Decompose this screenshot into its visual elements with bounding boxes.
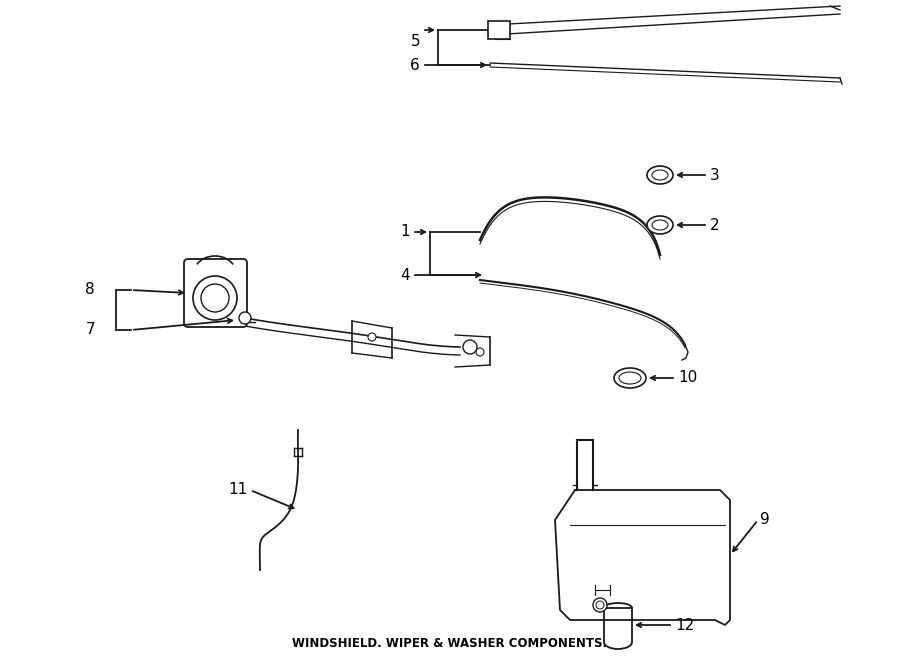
Ellipse shape [593, 598, 607, 612]
Ellipse shape [596, 601, 604, 609]
FancyBboxPatch shape [488, 21, 510, 39]
Ellipse shape [463, 340, 477, 354]
Ellipse shape [476, 348, 484, 356]
Text: 8: 8 [86, 282, 95, 297]
Ellipse shape [647, 216, 673, 234]
Text: 3: 3 [710, 167, 720, 182]
Ellipse shape [201, 284, 229, 312]
Text: 11: 11 [229, 483, 248, 498]
Text: 12: 12 [675, 617, 694, 633]
Text: 4: 4 [400, 268, 410, 282]
Text: 7: 7 [86, 323, 95, 338]
Text: 6: 6 [410, 58, 420, 73]
Ellipse shape [619, 372, 641, 384]
Text: 9: 9 [760, 512, 770, 527]
Text: 1: 1 [400, 225, 410, 239]
Text: 10: 10 [678, 371, 698, 385]
Text: 5: 5 [410, 34, 420, 50]
Ellipse shape [193, 276, 237, 320]
Ellipse shape [647, 166, 673, 184]
Ellipse shape [368, 333, 376, 341]
Ellipse shape [652, 170, 668, 180]
Polygon shape [555, 490, 730, 625]
Ellipse shape [614, 368, 646, 388]
Ellipse shape [652, 220, 668, 230]
Text: 2: 2 [710, 217, 720, 233]
Ellipse shape [239, 312, 251, 324]
Text: WINDSHIELD. WIPER & WASHER COMPONENTS.: WINDSHIELD. WIPER & WASHER COMPONENTS. [292, 637, 608, 650]
FancyBboxPatch shape [184, 259, 247, 327]
